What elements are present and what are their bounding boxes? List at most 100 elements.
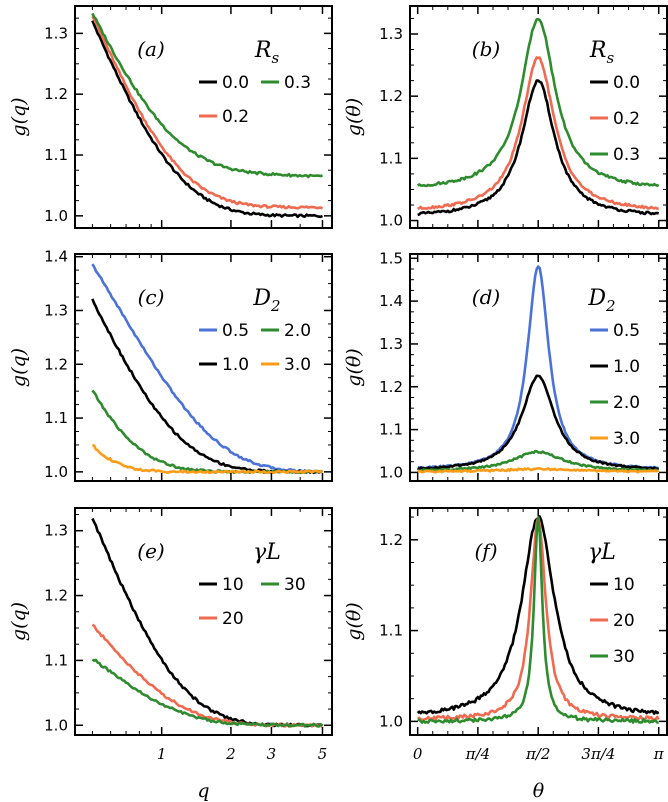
y-tick-label: 1.0: [379, 463, 403, 481]
axes-frame: [74, 5, 333, 229]
y-axis-label: g(q): [8, 97, 30, 136]
x-tick-label: π/2: [525, 745, 550, 763]
series-line-10: [91, 517, 324, 728]
series-group: [91, 263, 323, 475]
series-line-3.0: [91, 443, 323, 475]
panel-c: 1.01.11.21.31.4g(q)(c) D20.5 2.01.0 3.0: [8, 248, 333, 482]
y-axis-label: g(θ): [343, 98, 365, 136]
legend-title-main: D: [252, 286, 271, 311]
y-tick-label: 1.3: [379, 335, 403, 353]
series-group: [417, 17, 660, 217]
x-tick-label: 2: [225, 745, 236, 763]
panel-e: 1.0 1.1 1.2 1.3 1 2 3 5 g(q) q (e) γL 10 30 20: [8, 507, 333, 802]
series-line-30: [91, 658, 324, 728]
x-tick-label: 1: [157, 745, 167, 763]
series-line-0.3: [417, 17, 660, 188]
legend-entry-label: 20: [613, 611, 635, 631]
y-tick-label: 1.3: [44, 24, 68, 42]
legend-title-sub: s: [606, 49, 614, 67]
y-tick-label: 1.4: [379, 292, 403, 310]
legend-entry-label: 1.0: [222, 355, 249, 375]
legend-entry-label: 20: [222, 609, 244, 629]
panel-label: (e): [137, 539, 164, 563]
y-axis-label: g(q): [8, 348, 30, 387]
x-axis-label: q: [197, 780, 209, 802]
x-tick-label: 3π/4: [581, 745, 615, 763]
x-tick-label: π/4: [465, 745, 490, 763]
y-tick-label: 1.1: [44, 146, 68, 164]
legend-title: Rs: [254, 38, 280, 67]
series-line-30: [417, 516, 659, 724]
series-line-0.0: [91, 20, 323, 219]
legend-entry-label: 0.3: [613, 145, 640, 165]
y-tick-label: 1.3: [44, 522, 68, 540]
y-tick-label: 1.1: [379, 149, 403, 167]
panel-d: 1.0 1.1 1.2 1.3 1.4 1.5 g(θ) (d) D2 0.5 1.0 2.0 3.0: [343, 249, 668, 482]
legend-entry-label: 2.0: [284, 321, 311, 341]
x-tick-label: 3: [267, 745, 277, 763]
legend-title: D2: [252, 286, 280, 315]
series-line-0.3: [91, 12, 324, 179]
series-line-2.0: [417, 449, 659, 473]
y-tick-label: 1.4: [44, 248, 68, 266]
legend-entry-label: 0.5: [613, 321, 640, 341]
y-tick-label: 1.1: [44, 409, 68, 427]
axes-frame: [74, 253, 333, 482]
legend-title-main: D: [587, 286, 606, 311]
series-line-0.2: [91, 15, 324, 210]
series-line-3.0: [417, 466, 659, 474]
y-tick-label: 1.2: [44, 85, 68, 103]
legend-entry-label: 3.0: [613, 429, 640, 449]
series-group: [91, 517, 324, 728]
y-tick-label: 1.3: [44, 301, 68, 319]
y-tick-label: 1.1: [379, 622, 403, 640]
x-tick-label: π: [653, 745, 665, 763]
legend-title-sub: 2: [270, 297, 281, 315]
y-axis-label: g(θ): [343, 348, 365, 386]
series-line-0.2: [417, 56, 659, 211]
legend-entry-label: 0.0: [613, 73, 640, 93]
series-group: [417, 265, 659, 474]
legend-entry-label: 0.3: [284, 73, 311, 93]
y-tick-label: 1.1: [379, 421, 403, 439]
y-tick-label: 1.2: [44, 587, 68, 605]
legend-entry-label: 0.5: [222, 321, 249, 341]
legend-entry-label: 30: [613, 647, 635, 667]
panel-label: (f): [474, 539, 497, 563]
y-axis-label: g(θ): [343, 602, 365, 640]
panel-f: 1.0 1.1 1.2 0 π/4 π/2 3π/4 π g(θ) θ (f) γL 10 20 30: [343, 507, 668, 802]
legend-entry-label: 0.2: [613, 109, 640, 129]
y-tick-label: 1.2: [379, 531, 403, 549]
panel-label: (d): [472, 285, 500, 309]
legend-entry-label: 2.0: [613, 393, 640, 413]
y-tick-label: 1.0: [379, 712, 403, 730]
series-group: [416, 515, 660, 724]
axes-frame: [74, 507, 333, 736]
legend-title: γL: [588, 540, 616, 565]
series-line-20: [91, 623, 323, 728]
legend-entry-label: 30: [284, 575, 306, 595]
legend-title-main: R: [589, 38, 607, 63]
series-line-0.0: [417, 79, 660, 217]
y-tick-label: 1.2: [44, 355, 68, 373]
y-tick-label: 1.2: [379, 87, 403, 105]
legend-title: D2: [587, 286, 615, 315]
panel-label: (b): [472, 37, 500, 61]
legend-entry-label: 0.2: [222, 107, 249, 127]
x-tick-label: 0: [413, 745, 423, 763]
legend-title-sub: 2: [605, 297, 616, 315]
y-tick-label: 1.1: [44, 651, 68, 669]
y-tick-label: 1.0: [44, 207, 68, 225]
y-axis-label: g(q): [8, 602, 30, 641]
y-tick-label: 1.0: [379, 212, 403, 230]
legend-title-main: R: [254, 38, 272, 63]
legend-title: Rs: [589, 38, 615, 67]
legend-title-sub: s: [271, 49, 279, 67]
panel-b: 1.0 1.1 1.2 1.3 g(θ) (b) Rs 0.0 0.2 0.3: [343, 5, 668, 230]
y-tick-label: 1.5: [379, 249, 403, 267]
x-axis-label: θ: [533, 780, 545, 802]
y-tick-label: 1.0: [44, 463, 68, 481]
x-tick-label: 5: [318, 745, 328, 763]
y-tick-label: 1.2: [379, 378, 403, 396]
